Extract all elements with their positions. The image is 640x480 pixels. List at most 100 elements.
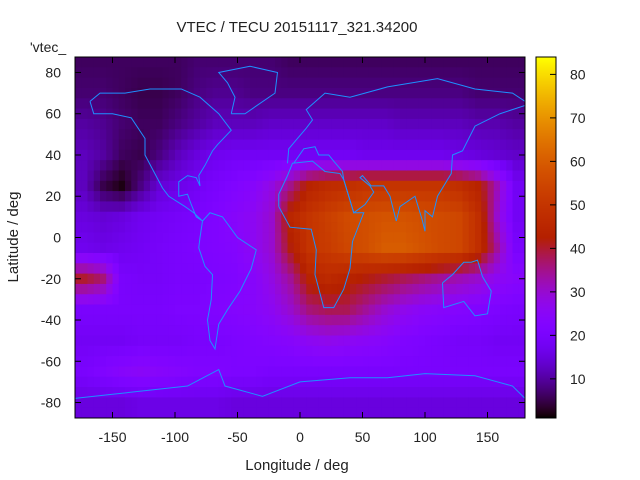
heatmap-cell bbox=[425, 397, 432, 409]
colorbar-step bbox=[536, 186, 556, 188]
heatmap-cell bbox=[362, 273, 370, 285]
heatmap-cell bbox=[475, 304, 482, 316]
heatmap-cell bbox=[325, 222, 332, 233]
heatmap-cell bbox=[512, 294, 520, 306]
heatmap-cell bbox=[412, 67, 420, 79]
heatmap-cell bbox=[162, 149, 170, 161]
heatmap-cell bbox=[75, 345, 82, 357]
heatmap-cell bbox=[450, 139, 457, 151]
heatmap-cell bbox=[175, 98, 182, 110]
heatmap-cell bbox=[500, 304, 507, 316]
heatmap-cell bbox=[518, 201, 525, 213]
heatmap-cell bbox=[381, 87, 388, 99]
colorbar-step bbox=[536, 277, 556, 279]
colorbar-step bbox=[536, 159, 556, 161]
colorbar-step bbox=[536, 370, 556, 372]
heatmap-cell bbox=[381, 325, 388, 336]
heatmap-cell bbox=[518, 57, 525, 68]
heatmap-cell bbox=[100, 376, 107, 388]
colorbar-step bbox=[536, 98, 556, 100]
colorbar-step bbox=[536, 96, 556, 98]
heatmap-cell bbox=[475, 57, 482, 68]
heatmap-cell bbox=[318, 314, 326, 326]
heatmap-cell bbox=[381, 201, 388, 213]
colorbar-step bbox=[536, 320, 556, 322]
heatmap-cell bbox=[175, 242, 182, 254]
heatmap-cell bbox=[256, 314, 263, 326]
heatmap-cell bbox=[193, 263, 201, 275]
colorbar-step bbox=[536, 344, 556, 346]
heatmap-cell bbox=[112, 397, 120, 409]
heatmap-cell bbox=[437, 242, 445, 254]
heatmap-cell bbox=[156, 222, 163, 233]
heatmap-cell bbox=[118, 397, 126, 409]
heatmap-cell bbox=[475, 87, 482, 99]
colorbar-step bbox=[536, 210, 556, 212]
colorbar-step bbox=[536, 332, 556, 334]
heatmap-cell bbox=[506, 108, 513, 120]
heatmap-cell bbox=[368, 294, 376, 306]
colorbar-step bbox=[536, 408, 556, 410]
heatmap-cell bbox=[406, 356, 413, 367]
heatmap-cell bbox=[212, 118, 220, 130]
heatmap-cell bbox=[325, 387, 332, 398]
heatmap-cell bbox=[456, 407, 463, 418]
colorbar-step bbox=[536, 378, 556, 380]
colorbar-step bbox=[536, 241, 556, 243]
heatmap-cell bbox=[231, 201, 238, 213]
heatmap-cell bbox=[100, 252, 107, 264]
heatmap-cell bbox=[456, 252, 463, 264]
heatmap-cell bbox=[175, 108, 182, 120]
heatmap-cell bbox=[431, 366, 438, 378]
heatmap-cell bbox=[387, 77, 395, 89]
heatmap-cell bbox=[225, 108, 232, 120]
colorbar-step bbox=[536, 297, 556, 299]
colorbar-step bbox=[536, 57, 556, 59]
heatmap-cell bbox=[106, 222, 113, 233]
colorbar-step bbox=[536, 301, 556, 303]
heatmap-cell bbox=[306, 129, 313, 141]
heatmap-cell bbox=[350, 180, 357, 192]
heatmap-cell bbox=[131, 335, 138, 347]
heatmap-cell bbox=[243, 242, 251, 254]
heatmap-cell bbox=[100, 118, 107, 130]
heatmap-cell bbox=[412, 242, 420, 254]
colorbar-step bbox=[536, 365, 556, 367]
heatmap-cell bbox=[162, 242, 170, 254]
heatmap-cell bbox=[175, 118, 182, 130]
heatmap-cell bbox=[300, 325, 307, 336]
heatmap-cell bbox=[300, 160, 307, 171]
heatmap-cell bbox=[362, 180, 370, 192]
heatmap-cell bbox=[206, 57, 213, 68]
colorbar-step bbox=[536, 164, 556, 166]
heatmap-cell bbox=[181, 118, 188, 130]
heatmap-cell bbox=[118, 335, 126, 347]
heatmap-cell bbox=[206, 191, 213, 202]
heatmap-cell bbox=[106, 345, 113, 357]
colorbar-step bbox=[536, 177, 556, 179]
heatmap-cell bbox=[306, 57, 313, 68]
heatmap-cell bbox=[150, 407, 157, 418]
heatmap-cell bbox=[243, 191, 251, 202]
heatmap-cell bbox=[250, 180, 257, 192]
colorbar-step bbox=[536, 273, 556, 275]
heatmap-cell bbox=[175, 273, 182, 285]
heatmap-cell bbox=[312, 139, 320, 151]
heatmap-cell bbox=[275, 129, 282, 141]
heatmap-cell bbox=[512, 387, 520, 398]
colorbar-step bbox=[536, 175, 556, 177]
heatmap-cell bbox=[437, 67, 445, 79]
heatmap-cell bbox=[412, 160, 420, 171]
colorbar bbox=[536, 57, 556, 419]
heatmap-cell bbox=[418, 160, 426, 171]
heatmap-cell bbox=[268, 98, 276, 110]
heatmap-cell bbox=[437, 397, 445, 409]
colorbar-step bbox=[536, 131, 556, 133]
heatmap-cell bbox=[356, 345, 363, 357]
heatmap-cell bbox=[362, 387, 370, 398]
heatmap-cell bbox=[175, 325, 182, 336]
colorbar-step bbox=[536, 397, 556, 399]
heatmap-cell bbox=[350, 160, 357, 171]
heatmap-cell bbox=[93, 160, 101, 171]
heatmap-cell bbox=[381, 180, 388, 192]
